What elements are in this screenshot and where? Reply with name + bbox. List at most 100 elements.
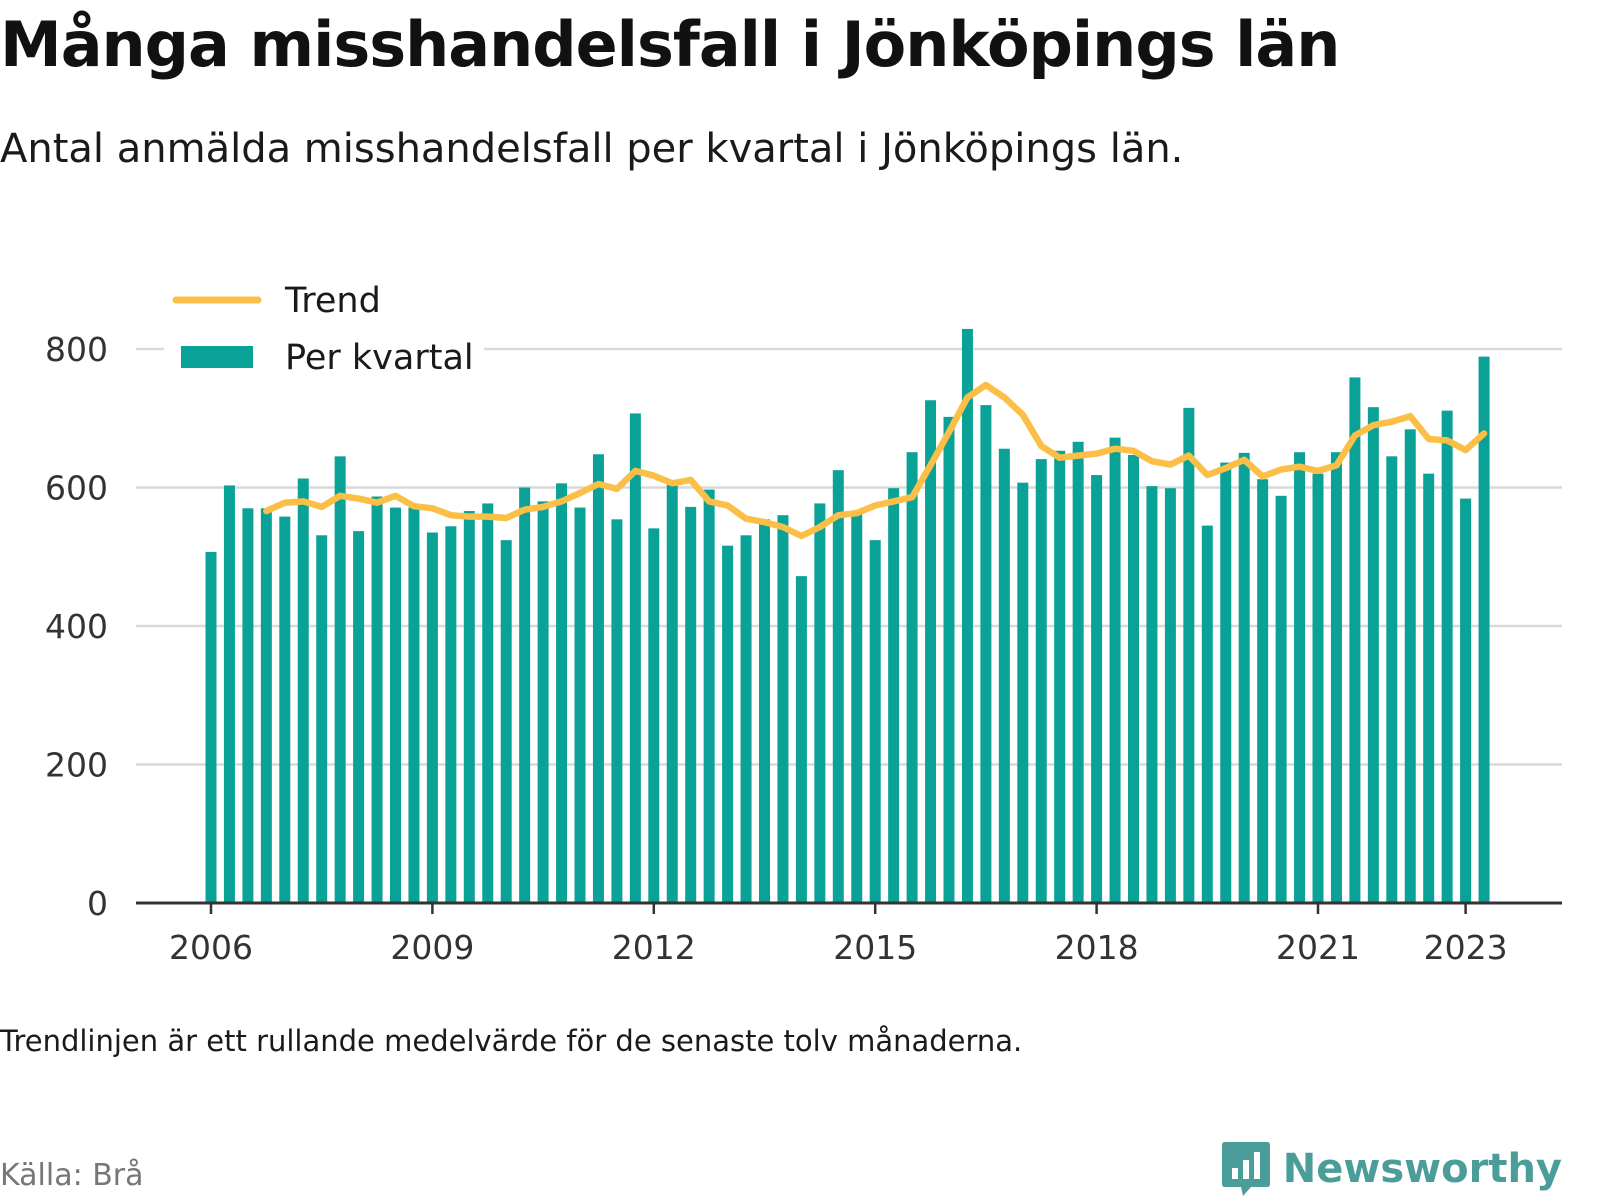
newsworthy-logo-icon: [1221, 1142, 1270, 1196]
bar: [629, 413, 641, 903]
x-axis: 2006 2009 2012 2015 2018 2021 2023: [136, 901, 1562, 967]
x-tick-label: 2012: [612, 928, 696, 967]
bar: [537, 501, 549, 903]
x-tick-label: 2021: [1276, 928, 1360, 967]
y-axis-labels: 0 200 400 600 800: [45, 330, 108, 923]
bar: [759, 519, 770, 903]
brand-logo: Newsworthy: [1221, 1140, 1562, 1198]
x-tick-label: 2009: [390, 928, 474, 967]
bar: [463, 511, 475, 903]
bar: [814, 503, 826, 903]
bar: [906, 452, 918, 903]
chart-subtitle: Antal anmälda misshandelsfall per kvarta…: [0, 126, 1184, 172]
bar: [408, 507, 420, 903]
bar: [279, 516, 291, 903]
bar: [1017, 482, 1029, 903]
bar: [1183, 407, 1195, 903]
bar: [1349, 377, 1361, 904]
bar: [1294, 452, 1306, 903]
y-tick-label: 0: [87, 884, 108, 923]
bar: [242, 508, 254, 903]
bar: [648, 528, 660, 903]
bar: [980, 405, 992, 903]
source-note: Källa: Brå: [0, 1158, 144, 1193]
bar: [1109, 437, 1121, 903]
bar: [611, 519, 623, 903]
bar: [869, 540, 881, 903]
bar: [1072, 441, 1084, 903]
legend-bar-label: Per kvartal: [285, 338, 474, 378]
bar: [556, 483, 568, 903]
bar: [1257, 479, 1269, 903]
bar: [1054, 450, 1066, 903]
bar: [353, 531, 365, 903]
bar: [574, 507, 586, 903]
bar: [998, 448, 1010, 903]
gridlines: [136, 347, 1562, 766]
bar: [371, 496, 383, 903]
bar: [777, 515, 789, 903]
legend-trend-label: Trend: [284, 281, 381, 321]
bar: [703, 489, 715, 903]
bar: [297, 478, 309, 903]
bar: [592, 454, 604, 903]
bar: [685, 506, 697, 903]
bar: [795, 576, 807, 903]
y-tick-label: 800: [45, 330, 108, 369]
bar: [961, 328, 973, 904]
bar: [260, 508, 272, 903]
bar: [482, 503, 494, 903]
chart-title: Många misshandelsfall i Jönköpings län: [0, 8, 1340, 81]
bar: [1367, 407, 1379, 903]
bar: [1441, 410, 1453, 903]
bar: [1312, 473, 1324, 903]
x-tick-label: 2015: [833, 928, 917, 967]
bar: [316, 535, 328, 903]
y-tick-label: 400: [45, 607, 108, 646]
bar: [1423, 473, 1435, 903]
brand-name: Newsworthy: [1282, 1146, 1562, 1192]
bar: [1164, 488, 1176, 903]
y-tick-label: 600: [45, 469, 108, 508]
footnote: Trendlinjen är ett rullande medelvärde f…: [0, 1024, 1023, 1058]
bar: [1238, 452, 1250, 903]
bar: [205, 551, 217, 903]
bar: [1404, 429, 1416, 903]
legend: Trend Per kvartal: [164, 270, 484, 378]
y-tick-label: 200: [45, 746, 108, 785]
bar: [851, 511, 863, 903]
trend-series: [263, 381, 1488, 540]
trend-line: [263, 381, 1488, 540]
bar: [722, 545, 734, 903]
bar: [1386, 456, 1398, 903]
bar: [1460, 498, 1472, 903]
bar: [1478, 356, 1490, 903]
bar: [740, 535, 752, 903]
legend-bar-swatch: [181, 346, 253, 368]
bar: [390, 507, 401, 903]
bar: [1091, 475, 1103, 903]
bar: [223, 485, 235, 903]
bar: [1330, 452, 1342, 903]
bar: [500, 540, 512, 903]
x-tick-label: 2006: [169, 928, 253, 967]
bar: [1146, 486, 1158, 903]
bar: [943, 416, 955, 903]
bar: [426, 532, 438, 903]
bar: [832, 470, 844, 903]
x-tick-label: 2023: [1424, 928, 1508, 967]
bar: [666, 484, 678, 903]
bar: [1128, 454, 1139, 903]
bar-series: [205, 328, 1490, 904]
bar: [519, 487, 531, 903]
bar: [1220, 462, 1232, 903]
bar: [1035, 459, 1047, 903]
bar: [925, 400, 937, 903]
bar: [1201, 525, 1213, 903]
x-tick-label: 2018: [1055, 928, 1139, 967]
bar: [888, 488, 900, 903]
bar: [334, 456, 346, 903]
bar: [445, 526, 457, 903]
bar: [1275, 495, 1287, 903]
